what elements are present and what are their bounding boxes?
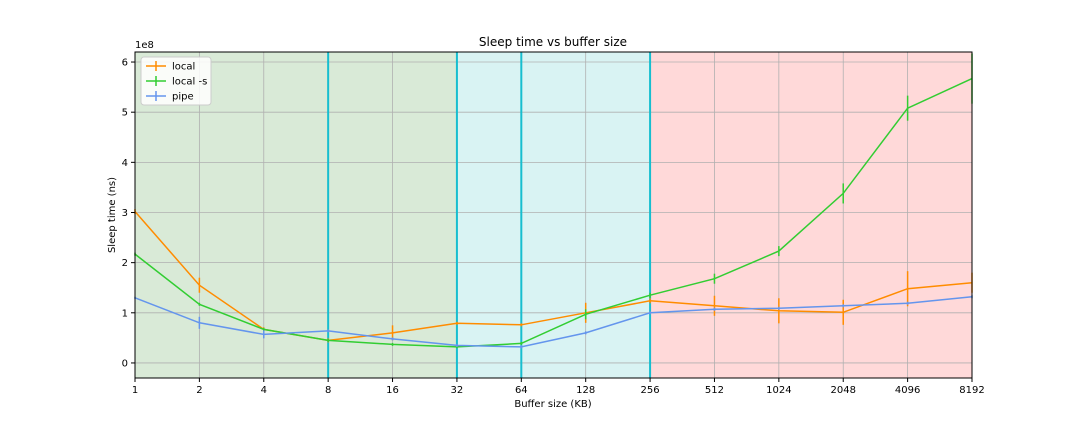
background-regions (135, 52, 972, 378)
x-tick-label-4: 16 (386, 385, 399, 396)
y-axis-ticks: 0 1 2 3 4 5 6 (122, 58, 135, 369)
region-0 (135, 52, 457, 378)
region-2 (650, 52, 972, 378)
x-axis-ticks: 1 2 4 8 16 32 64 128 256 512 1024 2048 4096 8192 (132, 378, 985, 396)
plot-frame (134, 51, 973, 379)
y-tick-label-2: 2 (122, 258, 128, 269)
legend: local local -s pipe (140, 56, 212, 106)
y-tick-label-6: 6 (122, 58, 128, 69)
legend-label-2: pipe (172, 92, 194, 103)
x-tick-label-9: 512 (705, 385, 724, 396)
chart-title: Sleep time vs buffer size (479, 35, 627, 49)
x-tick-label-11: 2048 (831, 385, 856, 396)
x-tick-label-10: 1024 (766, 385, 791, 396)
x-tick-label-8: 256 (641, 385, 660, 396)
y-tick-label-3: 3 (122, 208, 128, 219)
x-tick-label-3: 8 (325, 385, 331, 396)
x-tick-label-6: 64 (515, 385, 528, 396)
y-tick-label-4: 4 (122, 158, 128, 169)
y-axis-multiplier: 1e8 (135, 40, 154, 51)
x-tick-label-0: 1 (132, 385, 138, 396)
x-tick-label-2: 4 (261, 385, 267, 396)
y-axis-label: Sleep time (ns) (107, 177, 118, 253)
x-tick-label-1: 2 (196, 385, 202, 396)
x-tick-label-13: 8192 (959, 385, 984, 396)
x-tick-label-12: 4096 (895, 385, 920, 396)
x-tick-label-7: 128 (576, 385, 595, 396)
x-tick-label-5: 32 (451, 385, 464, 396)
series-2 (134, 295, 973, 349)
series-line-1 (134, 77, 973, 348)
data-series (134, 53, 973, 349)
legend-label-1: local -s (172, 77, 207, 88)
series-line-2 (134, 296, 973, 348)
legend-box (140, 56, 212, 106)
y-tick-label-1: 1 (122, 308, 128, 319)
y-tick-label-5: 5 (122, 108, 128, 119)
y-tick-label-0: 0 (122, 358, 128, 369)
x-axis-label: Buffer size (KB) (514, 399, 591, 410)
legend-label-0: local (172, 62, 195, 73)
